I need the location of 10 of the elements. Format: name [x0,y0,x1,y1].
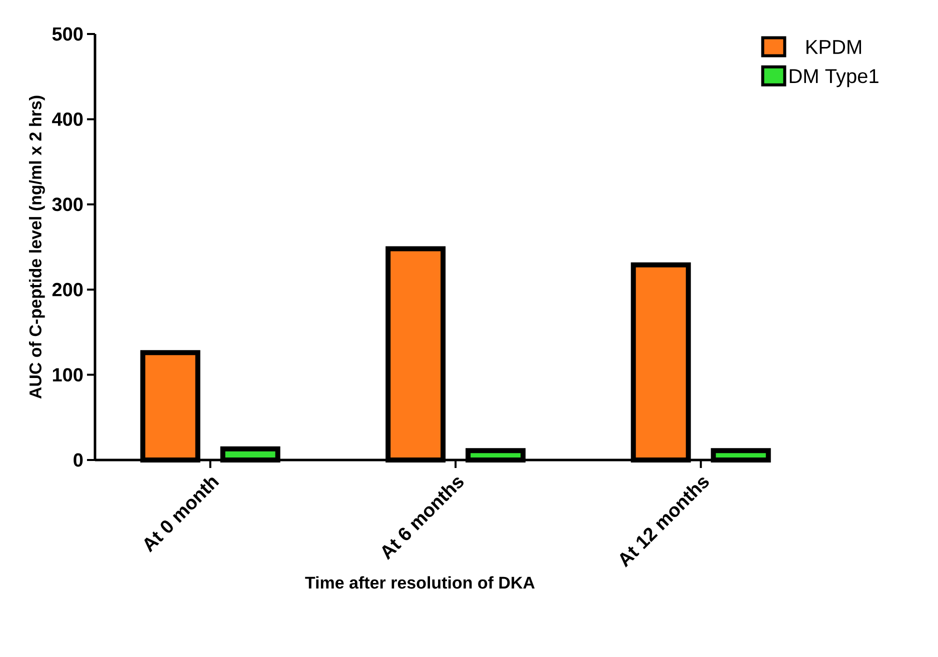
y-tick-label: 200 [52,282,83,296]
y-axis-title: AUC of C-peptide level (ng/ml x 2 hrs) [28,96,45,399]
x-axis-title: Time after resolution of DKA [305,576,535,589]
y-tick-label: 500 [52,27,83,41]
legend-label: DM Type1 [790,69,878,88]
y-tick-label: 300 [52,198,83,212]
legend-label: KPDM [806,40,862,54]
y-tick-label: 400 [52,112,83,126]
y-tick-label: 0 [74,453,83,467]
y-tick-label: 100 [52,368,83,382]
